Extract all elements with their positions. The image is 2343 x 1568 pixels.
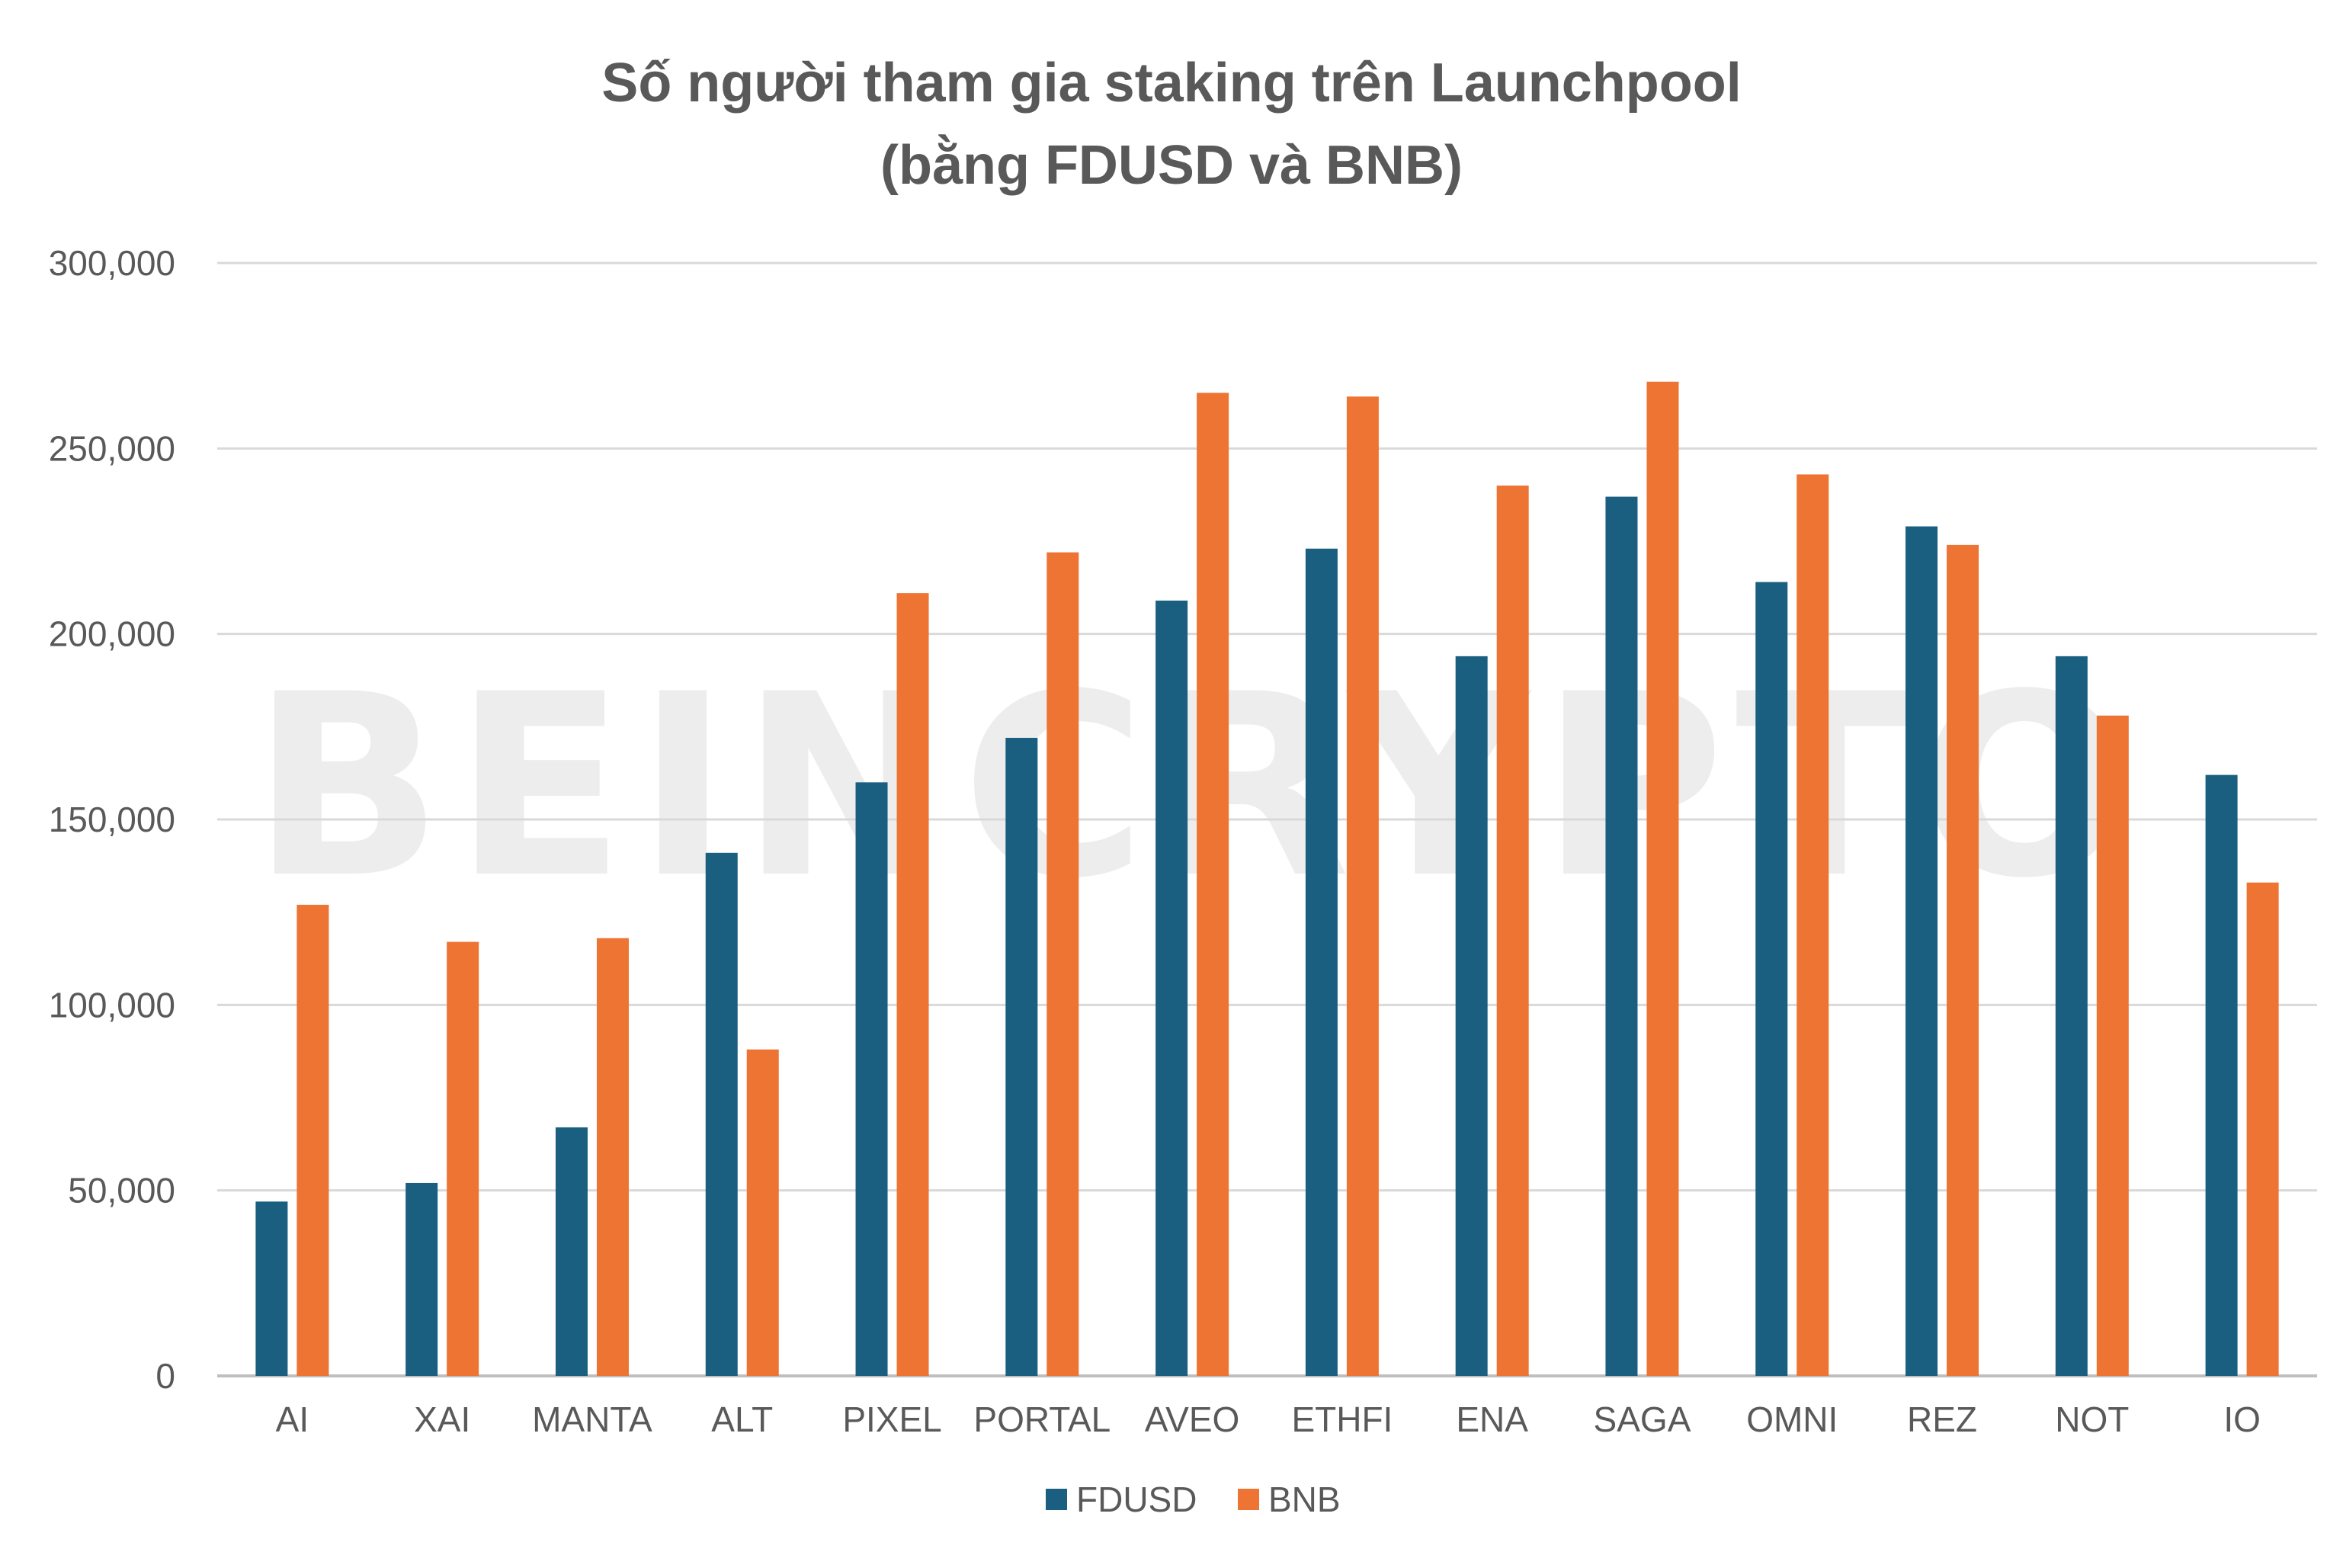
bar-fdusd-alt bbox=[705, 852, 738, 1376]
bar-bnb-rez bbox=[1947, 544, 1979, 1376]
bar-bnb-ena bbox=[1496, 486, 1529, 1376]
bar-bnb-ai bbox=[296, 904, 329, 1376]
x-category-label: IO bbox=[2223, 1400, 2261, 1439]
chart-subtitle: (bằng FDUSD và BNB) bbox=[880, 135, 1463, 196]
x-category-label: AI bbox=[276, 1400, 309, 1439]
y-tick-label: 0 bbox=[155, 1356, 175, 1396]
bar-bnb-portal bbox=[1046, 552, 1079, 1376]
bar-fdusd-saga bbox=[1605, 496, 1638, 1376]
x-category-label: PORTAL bbox=[973, 1400, 1111, 1439]
bar-bnb-alt bbox=[746, 1049, 779, 1376]
bar-bnb-pixel bbox=[896, 593, 929, 1377]
bar-fdusd-io bbox=[2205, 774, 2238, 1376]
legend-swatch-fdusd bbox=[1046, 1489, 1067, 1510]
legend-swatch-bnb bbox=[1238, 1489, 1259, 1510]
x-category-label: MANTA bbox=[532, 1400, 652, 1439]
x-category-label: PIXEL bbox=[842, 1400, 941, 1439]
bar-fdusd-rez bbox=[1905, 526, 1938, 1376]
bar-fdusd-omni bbox=[1755, 582, 1788, 1376]
gridlines bbox=[217, 261, 2317, 1377]
legend: FDUSD BNB bbox=[1046, 1480, 1341, 1519]
bar-bnb-manta bbox=[596, 938, 629, 1376]
legend-label-bnb: BNB bbox=[1268, 1480, 1341, 1519]
x-category-label: ALT bbox=[711, 1400, 773, 1439]
bar-bnb-io bbox=[2246, 882, 2279, 1376]
bar-fdusd-pixel bbox=[855, 782, 888, 1376]
bar-bnb-ethfi bbox=[1346, 396, 1379, 1377]
bar-fdusd-aveo bbox=[1155, 600, 1188, 1376]
y-axis: 0 50,000 100,000 150,000 200,000 250,000 300,0… bbox=[49, 243, 175, 1396]
x-axis: AI XAI MANTA ALT PIXEL PORTAL AVEO ETHFI ENA SAGA… bbox=[276, 1400, 2261, 1439]
bars bbox=[255, 381, 2279, 1377]
bar-fdusd-manta bbox=[555, 1127, 588, 1376]
x-category-label: AVEO bbox=[1145, 1400, 1239, 1439]
y-tick-label: 300,000 bbox=[49, 243, 175, 283]
bar-bnb-xai bbox=[447, 941, 479, 1376]
y-tick-label: 150,000 bbox=[49, 800, 175, 839]
x-category-label: NOT bbox=[2055, 1400, 2129, 1439]
x-category-label: XAI bbox=[414, 1400, 470, 1439]
x-category-label: ETHFI bbox=[1291, 1400, 1393, 1439]
chart-title-block: Số người tham gia staking trên Launchpoo… bbox=[0, 42, 2343, 207]
x-category-label: OMNI bbox=[1746, 1400, 1838, 1439]
legend-label-fdusd: FDUSD bbox=[1076, 1480, 1197, 1519]
y-tick-label: 50,000 bbox=[68, 1171, 175, 1210]
bar-fdusd-ai bbox=[255, 1201, 288, 1376]
bar-fdusd-not bbox=[2055, 656, 2088, 1376]
bar-fdusd-xai bbox=[405, 1182, 438, 1376]
bar-fdusd-ethfi bbox=[1305, 548, 1338, 1376]
bar-bnb-aveo bbox=[1197, 393, 1229, 1377]
bar-fdusd-ena bbox=[1455, 656, 1488, 1376]
bar-fdusd-portal bbox=[1005, 737, 1038, 1376]
x-category-label: ENA bbox=[1456, 1400, 1528, 1439]
bar-bnb-omni bbox=[1797, 474, 1829, 1376]
y-tick-label: 200,000 bbox=[49, 614, 175, 654]
x-category-label: REZ bbox=[1907, 1400, 1977, 1439]
bar-bnb-saga bbox=[1646, 381, 1679, 1376]
chart-title: Số người tham gia staking trên Launchpoo… bbox=[601, 53, 1742, 114]
y-tick-label: 250,000 bbox=[49, 428, 175, 468]
x-category-label: SAGA bbox=[1594, 1400, 1691, 1439]
bar-bnb-not bbox=[2096, 715, 2129, 1376]
y-tick-label: 100,000 bbox=[49, 985, 175, 1024]
